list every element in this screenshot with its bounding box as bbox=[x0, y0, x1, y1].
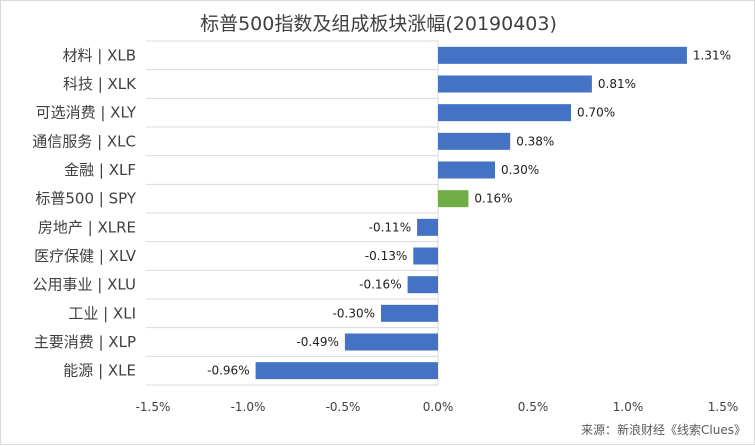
source-note: 来源：新浪财经《线索Clues》 bbox=[581, 423, 746, 437]
bar-9 bbox=[381, 304, 438, 322]
category-label: 主要消费 | XLP bbox=[34, 333, 136, 351]
data-label: -0.96% bbox=[207, 364, 249, 378]
data-label: 1.31% bbox=[693, 48, 731, 62]
category-label: 材料 | XLB bbox=[62, 46, 136, 64]
bar-11 bbox=[255, 362, 438, 380]
category-label: 医疗保健 | XLV bbox=[34, 247, 137, 265]
x-tick-label: 0.0% bbox=[423, 400, 454, 414]
data-label: -0.16% bbox=[359, 278, 401, 292]
category-label: 通信服务 | XLC bbox=[32, 132, 136, 150]
chart-title: 标普500指数及组成板块涨幅(20190403) bbox=[200, 13, 557, 35]
data-label: -0.49% bbox=[296, 335, 338, 349]
category-label: 标普500 | SPY bbox=[35, 190, 136, 208]
x-tick-label: 1.5% bbox=[708, 400, 739, 414]
data-label: -0.11% bbox=[369, 220, 411, 234]
category-label: 能源 | XLE bbox=[63, 362, 136, 380]
bar-3 bbox=[438, 132, 511, 150]
x-tick-label: -1.0% bbox=[231, 400, 266, 414]
category-label: 工业 | XLI bbox=[68, 304, 136, 322]
category-label: 金融 | XLF bbox=[64, 161, 136, 179]
bar-5 bbox=[438, 190, 469, 208]
bar-0 bbox=[438, 46, 687, 64]
bar-2 bbox=[438, 104, 571, 122]
data-label: 0.16% bbox=[474, 192, 512, 206]
category-label: 公用事业 | XLU bbox=[33, 276, 136, 294]
bar-10 bbox=[344, 333, 438, 351]
data-label: -0.30% bbox=[333, 306, 375, 320]
data-label: 0.30% bbox=[501, 163, 539, 177]
x-tick-label: -1.5% bbox=[136, 400, 171, 414]
bar-7 bbox=[413, 247, 438, 265]
bar-4 bbox=[438, 161, 495, 179]
category-label: 可选消费 | XLY bbox=[36, 104, 137, 122]
x-tick-label: 1.0% bbox=[613, 400, 644, 414]
data-label: -0.13% bbox=[365, 249, 407, 263]
data-label: 0.81% bbox=[598, 77, 636, 91]
x-tick-label: -0.5% bbox=[326, 400, 361, 414]
x-tick-label: 0.5% bbox=[518, 400, 549, 414]
category-label: 科技 | XLK bbox=[63, 75, 137, 93]
data-label: 0.70% bbox=[577, 106, 615, 120]
bar-6 bbox=[417, 218, 438, 236]
data-label: 0.38% bbox=[516, 134, 554, 148]
bar-1 bbox=[438, 75, 592, 93]
category-label: 房地产 | XLRE bbox=[38, 218, 136, 236]
bar-8 bbox=[407, 276, 438, 294]
